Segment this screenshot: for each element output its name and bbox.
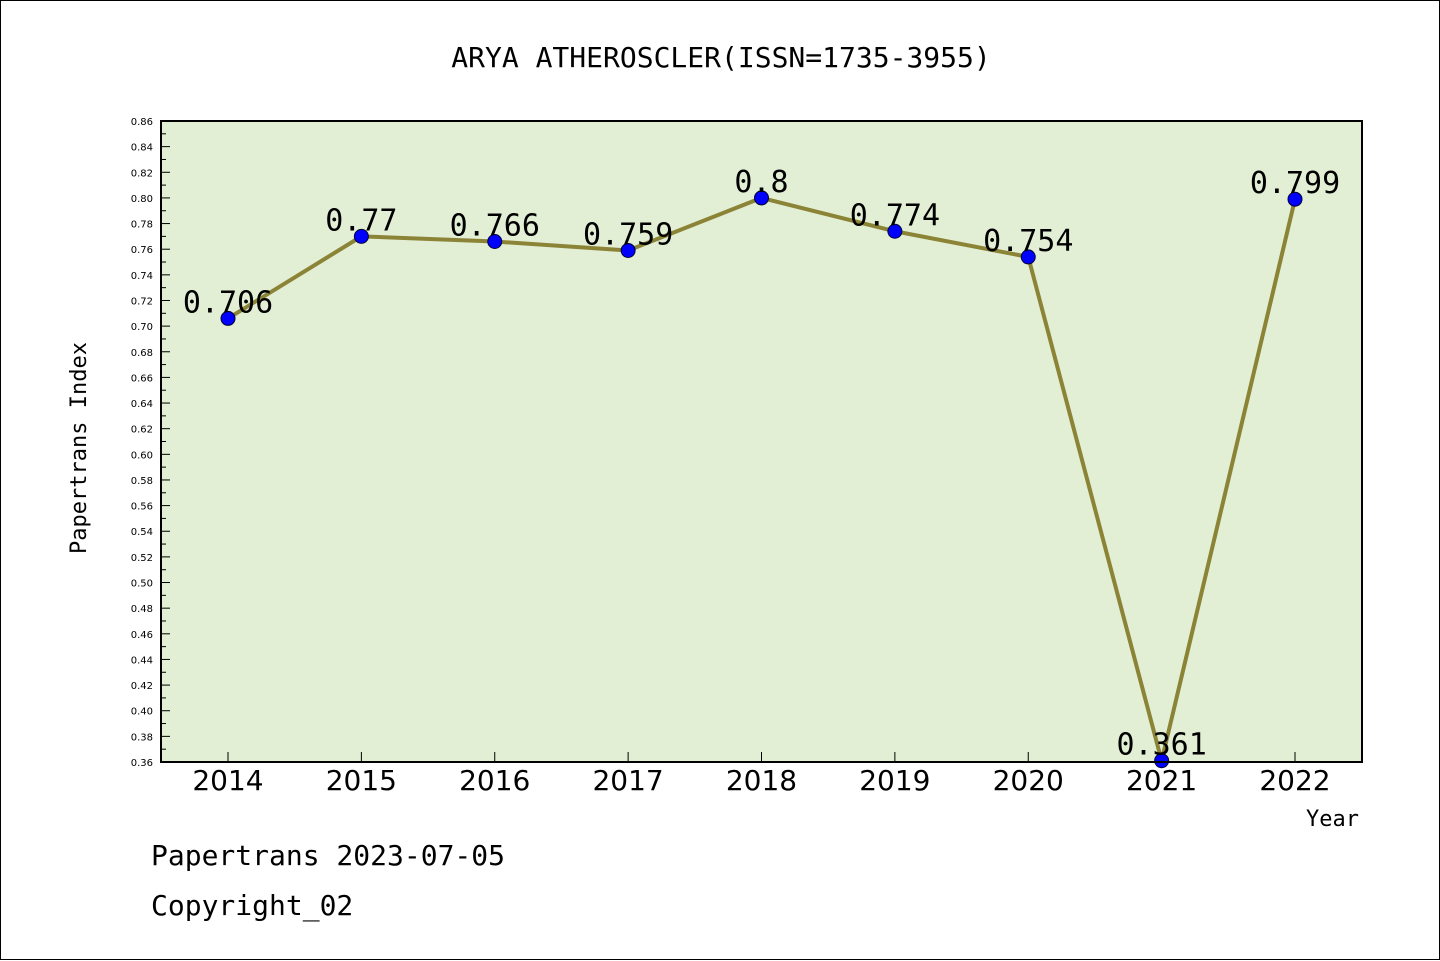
- plot-border: [160, 120, 1363, 763]
- y-tick-label: 0.80: [131, 194, 153, 205]
- data-label: 0.766: [450, 209, 540, 244]
- y-tick-label: 0.82: [131, 168, 153, 179]
- y-tick-label: 0.36: [131, 758, 153, 769]
- data-label: 0.77: [325, 203, 397, 238]
- data-label: 0.754: [983, 224, 1073, 259]
- y-tick-label: 0.60: [131, 450, 153, 461]
- x-axis-label: Year: [1306, 807, 1359, 832]
- data-point: [1287, 191, 1303, 207]
- data-label: 0.8: [734, 165, 788, 200]
- plot-area: [161, 121, 1362, 762]
- x-tick-label: 2020: [993, 764, 1064, 797]
- x-tick-label: 2016: [459, 764, 530, 797]
- y-tick-label: 0.84: [131, 143, 153, 154]
- data-label: 0.706: [183, 285, 273, 320]
- y-tick-label: 0.76: [131, 245, 153, 256]
- data-point: [1154, 753, 1170, 769]
- y-tick-label: 0.38: [131, 732, 153, 743]
- x-tick-label: 2017: [592, 764, 663, 797]
- y-tick-label: 0.72: [131, 296, 153, 307]
- y-tick-label: 0.56: [131, 502, 153, 513]
- y-tick-label: 0.78: [131, 220, 153, 231]
- y-tick-label: 0.44: [131, 655, 153, 666]
- data-point: [754, 190, 769, 206]
- footer-copyright: Copyright_02: [151, 889, 353, 923]
- y-tick-label: 0.58: [131, 476, 153, 487]
- y-tick-label: 0.64: [131, 399, 153, 410]
- data-point: [887, 223, 903, 239]
- x-tick-label: 2019: [859, 764, 930, 797]
- x-tick-label: 2014: [192, 764, 263, 797]
- data-point: [1020, 249, 1036, 265]
- y-tick-label: 0.62: [131, 425, 153, 436]
- x-tick-label: 2015: [326, 764, 397, 797]
- y-tick-label: 0.86: [131, 117, 153, 128]
- y-tick-label: 0.40: [131, 707, 153, 718]
- y-tick-label: 0.66: [131, 373, 153, 384]
- data-point: [353, 228, 369, 244]
- y-tick-label: 0.46: [131, 630, 153, 641]
- data-label: 0.774: [850, 198, 940, 233]
- footer-date: Papertrans 2023-07-05: [151, 839, 505, 872]
- x-tick-label: 2022: [1259, 764, 1330, 797]
- y-tick-label: 0.70: [131, 322, 153, 333]
- y-tick-label: 0.48: [131, 604, 153, 615]
- y-tick-label: 0.74: [131, 271, 153, 282]
- x-tick-label: 2018: [726, 764, 797, 797]
- data-label: 0.361: [1116, 728, 1206, 763]
- series-line: [220, 190, 1303, 769]
- y-tick-label: 0.52: [131, 553, 153, 564]
- y-tick-label: 0.50: [131, 579, 153, 590]
- data-label: 0.759: [583, 217, 673, 252]
- y-tick-label: 0.68: [131, 348, 153, 359]
- data-point: [620, 242, 636, 258]
- x-axis: 2014 2015 2016 2017 2018 2019 2020 2021 2022: [192, 752, 1331, 797]
- y-tick-label: 0.54: [131, 527, 153, 538]
- data-label: 0.799: [1250, 166, 1340, 201]
- chart-title: ARYA ATHEROSCLER(ISSN=1735-3955): [451, 41, 990, 74]
- x-tick-label: 2021: [1126, 764, 1197, 797]
- y-axis-label: Papertrans Index: [67, 342, 92, 554]
- data-point: [220, 310, 236, 326]
- data-point: [487, 234, 503, 250]
- data-labels: 0.706 0.77 0.766 0.759 0.8 0.774 0.754 0.361 0.7…: [183, 165, 1340, 763]
- y-tick-label: 0.42: [131, 681, 153, 692]
